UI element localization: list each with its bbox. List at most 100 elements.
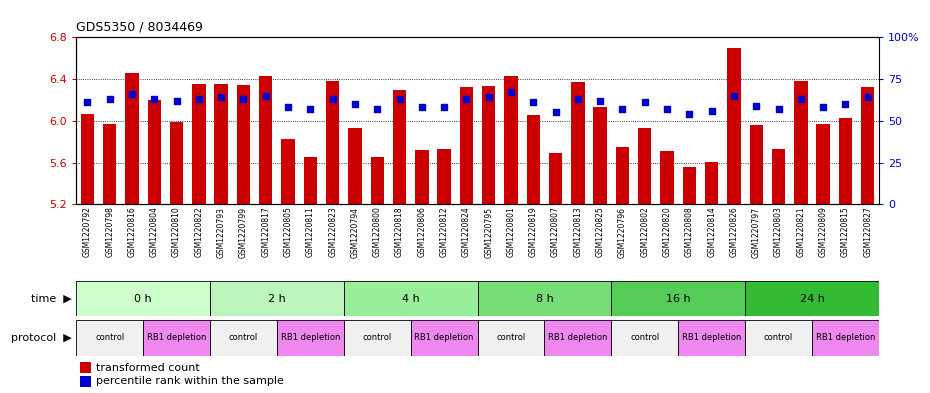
Point: [659, 106, 674, 112]
Text: GSM1220817: GSM1220817: [261, 207, 271, 257]
Text: GSM1220805: GSM1220805: [284, 207, 293, 257]
Bar: [210, 320, 277, 356]
Text: GSM1220795: GSM1220795: [485, 207, 493, 257]
Text: GSM1220818: GSM1220818: [395, 207, 404, 257]
Bar: [170, 122, 183, 204]
Bar: [611, 320, 678, 356]
Text: GSM1220807: GSM1220807: [551, 207, 560, 257]
Bar: [727, 48, 740, 204]
Bar: [812, 320, 879, 356]
Text: GDS5350 / 8034469: GDS5350 / 8034469: [76, 20, 203, 33]
Text: GSM1220816: GSM1220816: [127, 207, 137, 257]
Bar: [571, 82, 585, 204]
Bar: [705, 162, 718, 204]
Text: GSM1220794: GSM1220794: [351, 207, 359, 257]
Bar: [750, 125, 763, 204]
Text: GSM1220796: GSM1220796: [618, 207, 627, 257]
Text: 2 h: 2 h: [268, 294, 286, 304]
Point: [749, 103, 764, 109]
Text: 24 h: 24 h: [800, 294, 824, 304]
Text: GSM1220827: GSM1220827: [863, 207, 872, 257]
Bar: [370, 157, 384, 204]
Text: GSM1220801: GSM1220801: [507, 207, 515, 257]
Bar: [210, 281, 344, 316]
Text: GSM1220823: GSM1220823: [328, 207, 338, 257]
Text: GSM1220809: GSM1220809: [818, 207, 828, 257]
Bar: [81, 114, 94, 204]
Bar: [304, 157, 317, 204]
Text: GSM1220804: GSM1220804: [150, 207, 159, 257]
Text: GSM1220808: GSM1220808: [684, 207, 694, 257]
Text: control: control: [764, 334, 793, 342]
Point: [348, 101, 363, 107]
Bar: [638, 128, 651, 204]
Text: protocol  ▶: protocol ▶: [11, 333, 72, 343]
Point: [503, 89, 518, 95]
Bar: [392, 90, 406, 204]
Text: GSM1220814: GSM1220814: [707, 207, 716, 257]
Text: GSM1220810: GSM1220810: [172, 207, 181, 257]
Bar: [794, 81, 807, 204]
Bar: [415, 150, 429, 204]
Bar: [459, 87, 473, 204]
Point: [259, 93, 273, 99]
Text: 8 h: 8 h: [536, 294, 553, 304]
Text: percentile rank within the sample: percentile rank within the sample: [97, 376, 285, 386]
Point: [102, 96, 117, 102]
Bar: [80, 376, 91, 387]
Text: GSM1220800: GSM1220800: [373, 207, 381, 257]
Bar: [143, 320, 210, 356]
Point: [592, 98, 607, 104]
Point: [415, 104, 430, 111]
Bar: [549, 153, 563, 204]
Bar: [148, 100, 161, 204]
Bar: [504, 76, 518, 204]
Bar: [526, 115, 540, 204]
Point: [326, 96, 340, 102]
Text: GSM1220806: GSM1220806: [418, 207, 426, 257]
Point: [570, 96, 585, 102]
Bar: [660, 151, 673, 204]
Bar: [745, 281, 879, 316]
Text: RB1 depletion: RB1 depletion: [147, 334, 206, 342]
Point: [80, 99, 95, 106]
Bar: [861, 87, 874, 204]
Bar: [817, 124, 830, 204]
Text: control: control: [95, 334, 125, 342]
Point: [615, 106, 630, 112]
Bar: [282, 139, 295, 204]
Bar: [611, 281, 745, 316]
Text: RB1 depletion: RB1 depletion: [816, 334, 875, 342]
Point: [838, 101, 853, 107]
Text: GSM1220792: GSM1220792: [83, 207, 92, 257]
Bar: [839, 118, 852, 204]
Text: GSM1220797: GSM1220797: [751, 207, 761, 257]
Text: RB1 depletion: RB1 depletion: [682, 334, 741, 342]
Text: 4 h: 4 h: [402, 294, 419, 304]
Bar: [348, 128, 362, 204]
Point: [236, 96, 251, 102]
Bar: [215, 84, 228, 204]
Point: [481, 94, 496, 101]
Text: GSM1220824: GSM1220824: [462, 207, 471, 257]
Text: RB1 depletion: RB1 depletion: [548, 334, 607, 342]
Point: [682, 111, 697, 118]
Text: GSM1220820: GSM1220820: [662, 207, 671, 257]
Text: GSM1220798: GSM1220798: [105, 207, 114, 257]
Bar: [126, 73, 139, 204]
Text: RB1 depletion: RB1 depletion: [415, 334, 473, 342]
Bar: [544, 320, 611, 356]
Text: time  ▶: time ▶: [31, 294, 72, 304]
Point: [370, 106, 385, 112]
Bar: [344, 320, 411, 356]
Point: [704, 108, 719, 114]
Bar: [477, 320, 544, 356]
Bar: [477, 281, 611, 316]
Text: GSM1220793: GSM1220793: [217, 207, 226, 257]
Text: GSM1220825: GSM1220825: [596, 207, 604, 257]
Bar: [593, 107, 607, 204]
Text: 16 h: 16 h: [666, 294, 690, 304]
Text: GSM1220819: GSM1220819: [529, 207, 538, 257]
Text: control: control: [631, 334, 659, 342]
Point: [214, 94, 229, 101]
